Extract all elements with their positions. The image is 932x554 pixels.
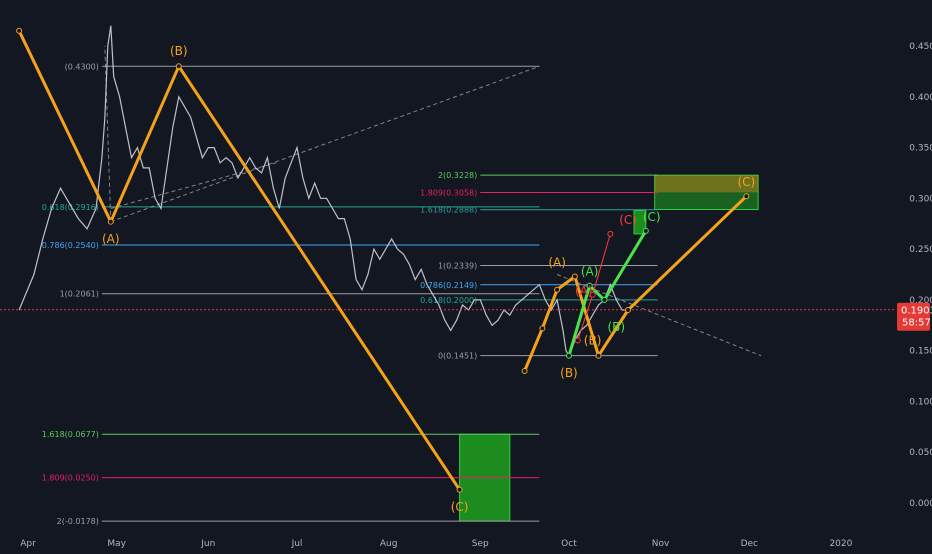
- x-tick-label-0: Apr: [20, 539, 36, 549]
- x-axis[interactable]: Apr May Jun Jul Aug Sep Oct Nov Dec 2020: [20, 539, 852, 549]
- wave-label-9: (A): [575, 284, 593, 298]
- y-tick-label-7: 0.1000: [909, 397, 932, 407]
- price-series: [18, 25, 629, 358]
- fib-label-0: (0.4300): [65, 62, 99, 71]
- wave-wave-c-projection-point-0: [521, 367, 528, 374]
- trendline-0: [110, 65, 540, 223]
- fib-label-11: 1.618(0.0677): [42, 430, 99, 439]
- trendline-3: [110, 162, 277, 209]
- y-tick-label-4: 0.2500: [909, 245, 932, 255]
- price-badge: 0.1903 58:57: [897, 302, 932, 331]
- y-tick-label-2: 0.3500: [909, 144, 932, 154]
- wave-label-3: (A): [548, 255, 566, 269]
- wave-labels: (B) (A) (C) (A) (B) (C) (A) (B) (C) (A) (B) (C): [102, 44, 755, 514]
- x-tick-label-5: Sep: [472, 539, 489, 549]
- fib-label-10: 0(0.1451): [438, 352, 477, 361]
- wave-wave-c-projection-point-2: [554, 286, 561, 293]
- x-tick-label-2: Jun: [200, 539, 215, 549]
- wave-primary-point-2: [175, 63, 182, 70]
- wave-label-8: (C): [643, 210, 661, 224]
- x-tick-label-4: Aug: [380, 539, 398, 549]
- target-zones: [459, 174, 759, 522]
- x-tick-label-1: May: [107, 539, 126, 549]
- price-line: [18, 25, 629, 358]
- wave-minor-green: [567, 229, 648, 358]
- y-axis[interactable]: 0.4500 0.4000 0.3500 0.3000 0.2500 0.2000 0.15…: [909, 42, 932, 509]
- wave-primary-point-3: [456, 486, 463, 493]
- wave-primary-point-1: [107, 218, 114, 225]
- y-tick-label-6: 0.1500: [909, 347, 932, 357]
- fib-label-12: 1.809(0.0250): [42, 474, 99, 483]
- wave-wave-c-projection-point-6: [743, 193, 750, 200]
- wave-primary-point-0: [16, 27, 23, 34]
- y-tick-label-3: 0.3000: [909, 194, 932, 204]
- fib-label-13: 2(-0.0178): [57, 517, 99, 526]
- wave-minor-red-point-0: [574, 337, 581, 344]
- wave-wave-c-projection-point-3: [571, 273, 578, 280]
- fib-label-5: 1.809(0.3058): [420, 188, 477, 197]
- fib-label-3: 1(0.2061): [60, 290, 99, 299]
- trendline-1: [104, 45, 112, 222]
- y-tick-label-5: 0.2000: [909, 296, 932, 306]
- x-tick-label-9: 2020: [829, 539, 852, 549]
- fib-label-1: 0.618(0.2916): [42, 203, 99, 212]
- y-tick-label-9: 0.0000: [909, 499, 932, 509]
- wave-label-11: (C): [619, 213, 637, 227]
- wave-minor-green-point-3: [642, 227, 649, 234]
- y-tick-label-0: 0.4500: [909, 42, 932, 52]
- wave-minor-green-point-2: [601, 296, 608, 303]
- target-zone-minor-target: [633, 210, 647, 235]
- target-zone-upper-overlay: [654, 175, 759, 193]
- fib-label-8: 0.786(0.2149): [420, 281, 477, 290]
- wave-label-4: (B): [560, 366, 578, 380]
- x-tick-label-7: Nov: [652, 539, 670, 549]
- price-badge-countdown: 58:57: [902, 318, 931, 329]
- wave-label-0: (B): [170, 44, 188, 58]
- fib-label-6: 1.618(0.2888): [420, 206, 477, 215]
- fib-label-4: 2(0.3228): [438, 171, 477, 180]
- wave-label-10: (B): [584, 333, 602, 347]
- wave-label-2: (C): [451, 500, 469, 514]
- elliott-waves: [16, 27, 750, 493]
- fib-label-9: 0.618(0.2000): [420, 296, 477, 305]
- fibonacci-levels: (0.4300) 0.618(0.2916) 0.786(0.2540) 1(0.20…: [42, 62, 658, 526]
- wave-primary: [17, 29, 462, 492]
- wave-label-5: (C): [737, 175, 755, 189]
- x-tick-label-6: Oct: [561, 539, 577, 549]
- wave-wave-c-projection-point-1: [539, 325, 546, 332]
- wave-minor-green-point-1: [586, 282, 593, 289]
- y-tick-label-1: 0.4000: [909, 93, 932, 103]
- price-badge-value: 0.1903: [901, 306, 932, 317]
- wave-wave-c-projection-point-5: [625, 307, 632, 314]
- fib-label-2: 0.786(0.2540): [42, 241, 99, 250]
- x-tick-label-8: Dec: [741, 539, 758, 549]
- wave-minor-red-point-2: [607, 230, 614, 237]
- wave-minor-green-point-0: [565, 352, 572, 359]
- fib-label-7: 1(0.2339): [438, 261, 477, 270]
- x-tick-label-3: Jul: [291, 539, 303, 549]
- y-tick-label-8: 0.0500: [909, 448, 932, 458]
- wave-minor-red-point-1: [589, 291, 596, 298]
- target-zone-upper-target: [654, 174, 759, 211]
- wave-label-1: (A): [102, 232, 120, 246]
- wave-wave-c-projection-point-4: [595, 352, 602, 359]
- price-badge-bg: [897, 302, 930, 331]
- wave-label-7: (B): [607, 320, 625, 334]
- wave-label-6: (A): [581, 265, 599, 279]
